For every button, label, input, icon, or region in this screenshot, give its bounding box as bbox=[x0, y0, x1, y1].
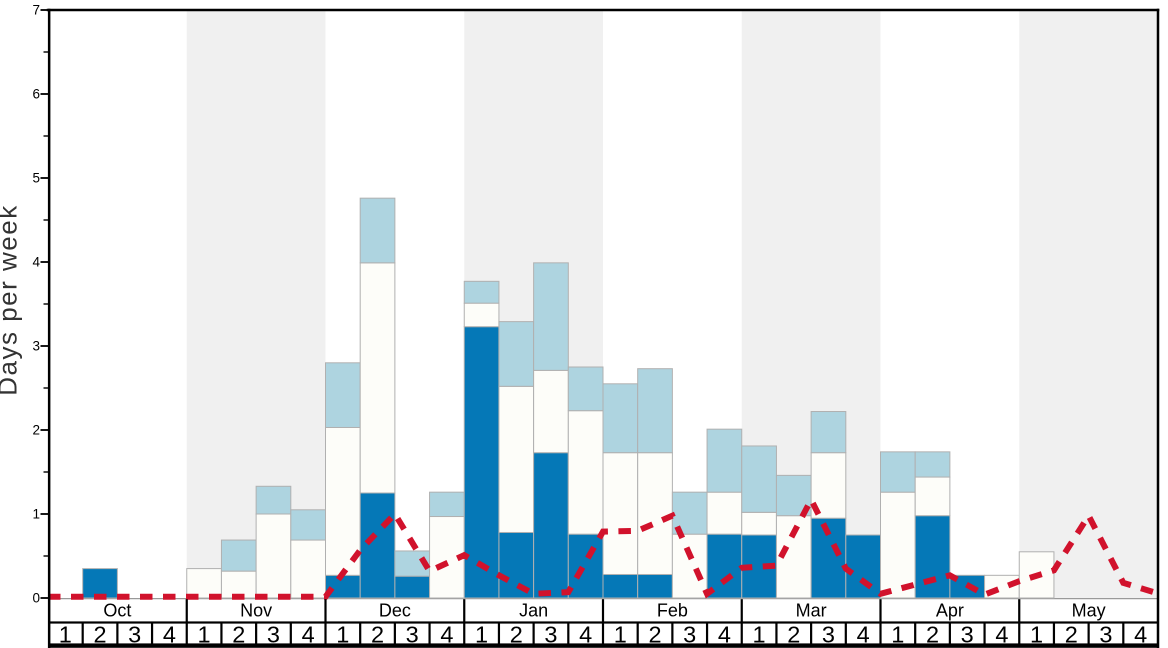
svg-text:6: 6 bbox=[32, 87, 40, 102]
svg-text:Mar: Mar bbox=[796, 601, 827, 621]
svg-text:1: 1 bbox=[1030, 622, 1043, 648]
svg-text:Days per week: Days per week bbox=[0, 204, 23, 395]
svg-text:3: 3 bbox=[406, 622, 419, 648]
svg-text:2: 2 bbox=[32, 423, 40, 438]
svg-text:Apr: Apr bbox=[936, 601, 964, 621]
svg-text:4: 4 bbox=[718, 622, 731, 648]
svg-text:2: 2 bbox=[648, 622, 661, 648]
svg-text:1: 1 bbox=[614, 622, 627, 648]
svg-text:1: 1 bbox=[32, 507, 40, 522]
svg-text:4: 4 bbox=[857, 622, 870, 648]
svg-text:2: 2 bbox=[232, 622, 245, 648]
svg-text:3: 3 bbox=[267, 622, 280, 648]
svg-text:3: 3 bbox=[32, 339, 40, 354]
svg-text:5: 5 bbox=[32, 171, 40, 186]
svg-text:0: 0 bbox=[32, 591, 40, 606]
svg-text:2: 2 bbox=[510, 622, 523, 648]
svg-text:Oct: Oct bbox=[103, 601, 131, 621]
svg-text:4: 4 bbox=[1134, 622, 1147, 648]
svg-text:1: 1 bbox=[753, 622, 766, 648]
svg-text:1: 1 bbox=[59, 622, 72, 648]
svg-text:1: 1 bbox=[198, 622, 211, 648]
svg-text:3: 3 bbox=[128, 622, 141, 648]
svg-text:2: 2 bbox=[787, 622, 800, 648]
svg-text:3: 3 bbox=[1099, 622, 1112, 648]
svg-text:3: 3 bbox=[544, 622, 557, 648]
svg-text:Nov: Nov bbox=[240, 601, 272, 621]
svg-text:4: 4 bbox=[579, 622, 592, 648]
svg-text:2: 2 bbox=[93, 622, 106, 648]
svg-text:3: 3 bbox=[961, 622, 974, 648]
svg-text:1: 1 bbox=[891, 622, 904, 648]
svg-text:2: 2 bbox=[926, 622, 939, 648]
svg-text:2: 2 bbox=[371, 622, 384, 648]
svg-text:1: 1 bbox=[336, 622, 349, 648]
svg-text:May: May bbox=[1072, 601, 1106, 621]
svg-text:3: 3 bbox=[683, 622, 696, 648]
svg-text:4: 4 bbox=[32, 255, 40, 270]
svg-text:Jan: Jan bbox=[519, 601, 548, 621]
svg-text:3: 3 bbox=[822, 622, 835, 648]
svg-text:4: 4 bbox=[302, 622, 315, 648]
svg-text:4: 4 bbox=[163, 622, 176, 648]
svg-text:4: 4 bbox=[440, 622, 453, 648]
svg-text:Dec: Dec bbox=[379, 601, 411, 621]
svg-text:Feb: Feb bbox=[657, 601, 688, 621]
svg-text:4: 4 bbox=[995, 622, 1008, 648]
svg-text:2: 2 bbox=[1065, 622, 1078, 648]
svg-text:1: 1 bbox=[475, 622, 488, 648]
svg-text:7: 7 bbox=[32, 3, 40, 18]
